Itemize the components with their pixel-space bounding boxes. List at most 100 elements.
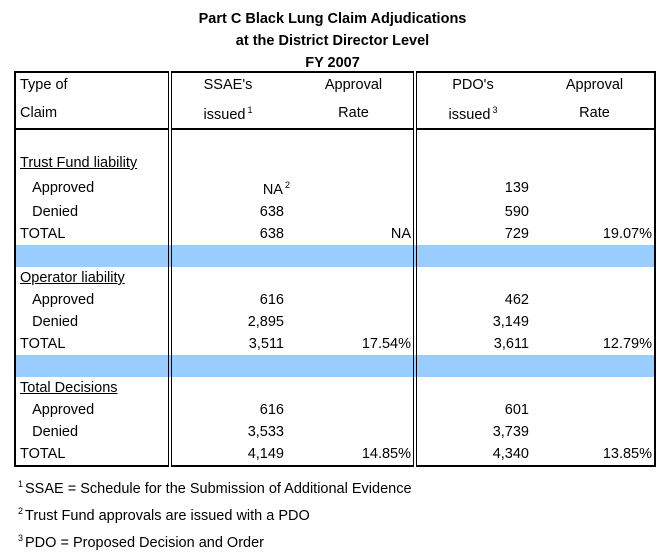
section-heading-row: Total Decisions bbox=[15, 377, 655, 399]
ssae-issued-text: 638 bbox=[259, 204, 284, 220]
pdo-issued-text: 3,611 bbox=[493, 336, 529, 352]
ssae-approval-rate bbox=[296, 174, 415, 201]
table-row: Approved 616 462 bbox=[15, 289, 655, 311]
section-heading-row: Trust Fund liability bbox=[15, 152, 655, 174]
ssae-approval-rate bbox=[296, 399, 415, 421]
separator-band bbox=[15, 355, 655, 377]
header-claim: Claim bbox=[15, 98, 170, 130]
pdo-issued-text: 3,739 bbox=[492, 424, 529, 440]
ssae-issued: 4,149 bbox=[168, 443, 296, 466]
pdo-issued-text: 139 bbox=[504, 179, 529, 196]
header-row: Type of SSAE's Approval PDO's Approval bbox=[15, 72, 655, 98]
ssae-issued: 616 bbox=[168, 399, 296, 421]
table-row: TOTAL 638 NA 729 19.07% bbox=[15, 223, 655, 245]
pdo-approval-rate bbox=[537, 201, 655, 223]
row-label: Denied bbox=[15, 311, 170, 333]
ssae-issued: 616 bbox=[168, 289, 296, 311]
pdo-issued-text: 590 bbox=[504, 204, 529, 220]
ssae-approval-rate-text: NA bbox=[390, 226, 411, 242]
pdo-issued-text: 462 bbox=[504, 292, 529, 308]
row-label-text: Denied bbox=[32, 424, 79, 440]
table-row: Approved NA 2 139 bbox=[15, 174, 655, 201]
ssae-approval-rate bbox=[296, 311, 415, 333]
table-row: TOTAL 3,511 17.54% 3,611 12.79% bbox=[15, 333, 655, 355]
table-row: Denied 638 590 bbox=[15, 201, 655, 223]
ssae-issued-text: 616 bbox=[259, 292, 284, 308]
table-row: Approved 616 601 bbox=[15, 399, 655, 421]
table-row: Denied 2,895 3,149 bbox=[15, 311, 655, 333]
section-heading-text: Total Decisions bbox=[20, 380, 118, 396]
row-label: Approved bbox=[15, 174, 170, 201]
footnote-text: SSAE = Schedule for the Submission of Ad… bbox=[25, 481, 412, 497]
row-label: Approved bbox=[15, 289, 170, 311]
pdo-approval-rate bbox=[537, 399, 655, 421]
row-label-text: TOTAL bbox=[20, 336, 66, 352]
pdo-approval-rate-text: 13.85% bbox=[602, 446, 652, 462]
pdo-approval-rate: 13.85% bbox=[537, 443, 655, 466]
section-heading-text: Trust Fund liability bbox=[20, 155, 138, 171]
ssae-issued-text: 4,149 bbox=[247, 446, 284, 462]
footnote-text: PDO = Proposed Decision and Order bbox=[25, 535, 264, 551]
header-pdo: PDO's bbox=[413, 72, 537, 98]
title-line-2: at the District Director Level bbox=[235, 33, 430, 49]
ssae-issued-text: 638 bbox=[259, 226, 284, 242]
row-label: TOTAL bbox=[15, 333, 170, 355]
pdo-issued-text: 601 bbox=[504, 402, 529, 418]
ssae-approval-rate bbox=[296, 421, 415, 443]
header-pdo-rate-2: Rate bbox=[537, 98, 655, 130]
adjudications-table: Type of SSAE's Approval PDO's Approval C… bbox=[14, 71, 656, 467]
ssae-issued-text: 2,895 bbox=[247, 314, 284, 330]
row-label: TOTAL bbox=[15, 223, 170, 245]
spacer-row bbox=[15, 129, 655, 152]
section-heading: Operator liability bbox=[15, 267, 170, 289]
ssae-issued-text: 616 bbox=[259, 402, 284, 418]
ssae-approval-rate-text: 14.85% bbox=[361, 446, 411, 462]
footnote-ref-2: 2 bbox=[284, 180, 290, 190]
pdo-issued: 729 bbox=[413, 223, 537, 245]
row-label-text: Approved bbox=[32, 402, 95, 418]
header-pdo-rate: Approval bbox=[565, 77, 624, 93]
footnote-num: 2 bbox=[18, 506, 24, 516]
header-issued-text: issued bbox=[203, 107, 246, 123]
header-pdo-issued-text: issued bbox=[448, 107, 491, 123]
footnote-2: 2 Trust Fund approvals are issued with a … bbox=[18, 500, 412, 527]
pdo-approval-rate-text: 12.79% bbox=[602, 336, 652, 352]
pdo-issued-text: 3,149 bbox=[492, 314, 529, 330]
table-row: TOTAL 4,149 14.85% 4,340 13.85% bbox=[15, 443, 655, 466]
ssae-approval-rate-text: 17.54% bbox=[361, 336, 411, 352]
pdo-issued: 3,611 bbox=[413, 333, 537, 355]
pdo-approval-rate bbox=[537, 289, 655, 311]
header-issued: issued 1 bbox=[168, 98, 296, 130]
footnote-ref-3: 3 bbox=[492, 105, 498, 115]
title-line-1: Part C Black Lung Claim Adjudications bbox=[198, 11, 467, 27]
ssae-issued: 3,511 bbox=[168, 333, 296, 355]
report-title: Part C Black Lung Claim Adjudications at… bbox=[0, 8, 665, 74]
pdo-approval-rate bbox=[537, 421, 655, 443]
footnote-text: Trust Fund approvals are issued with a P… bbox=[25, 508, 310, 524]
section-heading-row: Operator liability bbox=[15, 267, 655, 289]
row-label-text: TOTAL bbox=[20, 226, 66, 242]
table-row: Denied 3,533 3,739 bbox=[15, 421, 655, 443]
section-heading-text: Operator liability bbox=[20, 270, 125, 286]
ssae-approval-rate: 17.54% bbox=[296, 333, 415, 355]
pdo-approval-rate bbox=[537, 174, 655, 201]
row-label-text: Approved bbox=[32, 179, 95, 196]
pdo-approval-rate: 19.07% bbox=[537, 223, 655, 245]
ssae-issued: 3,533 bbox=[168, 421, 296, 443]
pdo-issued: 139 bbox=[413, 174, 537, 201]
row-label: Approved bbox=[15, 399, 170, 421]
header-ssae-rate: Approval bbox=[324, 77, 383, 93]
pdo-approval-rate-text: 19.07% bbox=[602, 226, 652, 242]
row-label-text: TOTAL bbox=[20, 446, 66, 462]
row-label: Denied bbox=[15, 421, 170, 443]
row-label: TOTAL bbox=[15, 443, 170, 466]
ssae-issued: 638 bbox=[168, 223, 296, 245]
footnote-1: 1 SSAE = Schedule for the Submission of A… bbox=[18, 473, 412, 500]
section-heading: Total Decisions bbox=[15, 377, 170, 399]
footnote-ref-1: 1 bbox=[247, 105, 253, 115]
header-ssae: SSAE's bbox=[168, 72, 296, 98]
ssae-issued: 638 bbox=[168, 201, 296, 223]
pdo-issued: 590 bbox=[413, 201, 537, 223]
separator-band bbox=[15, 245, 655, 267]
pdo-issued: 3,739 bbox=[413, 421, 537, 443]
